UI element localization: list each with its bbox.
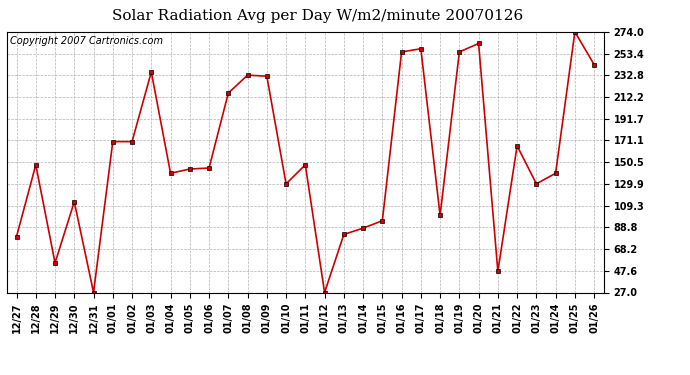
Text: Copyright 2007 Cartronics.com: Copyright 2007 Cartronics.com <box>10 36 163 46</box>
Text: Solar Radiation Avg per Day W/m2/minute 20070126: Solar Radiation Avg per Day W/m2/minute … <box>112 9 523 23</box>
